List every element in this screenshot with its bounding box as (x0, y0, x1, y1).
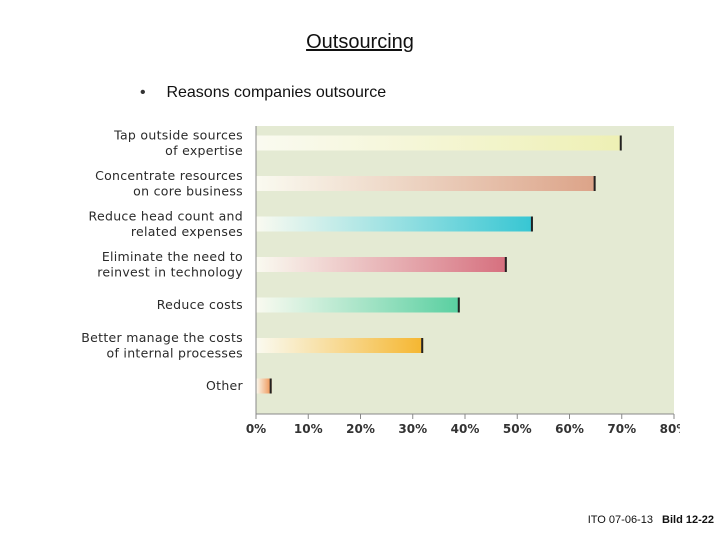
bar-end-cap (530, 216, 533, 232)
category-label: related expenses (131, 224, 243, 239)
footer: ITO 07-06-13 Bild 12-22 (588, 514, 714, 526)
bar-end-cap (421, 338, 424, 353)
category-label: Reduce head count and (89, 208, 243, 223)
x-tick-label: 0% (246, 422, 266, 436)
x-tick-label: 10% (294, 422, 323, 436)
category-label: Tap outside sources (113, 127, 243, 142)
x-tick-label: 50% (503, 422, 532, 436)
bar (256, 378, 272, 394)
x-tick-label: 60% (555, 422, 584, 436)
bar (256, 297, 460, 313)
category-label: Concentrate resources (95, 168, 243, 183)
category-label: of internal processes (107, 345, 244, 360)
bar (256, 135, 622, 151)
x-tick-label: 30% (398, 422, 427, 436)
category-label: Eliminate the need to (102, 249, 243, 264)
footer-reference: ITO 07-06-13 (587, 514, 653, 526)
x-tick-label: 70% (607, 422, 636, 436)
bar-end-cap (269, 378, 272, 394)
bar (256, 338, 424, 353)
footer-slide-number: Bild 12-22 (662, 514, 714, 526)
category-label: of expertise (165, 143, 243, 158)
category-label: Better manage the costs (81, 330, 243, 345)
bar (256, 176, 596, 191)
bar-end-cap (593, 176, 596, 191)
bullet-item: • Reasons companies outsource (140, 84, 386, 102)
bar-end-cap (504, 257, 507, 272)
bullet-icon: • (140, 84, 146, 101)
bar-end-cap (457, 297, 460, 313)
bar (256, 216, 533, 232)
category-label: Reduce costs (157, 297, 243, 312)
bullet-text: Reasons companies outsource (166, 84, 387, 101)
x-tick-label: 20% (346, 422, 375, 436)
category-label: Other (206, 378, 244, 393)
x-tick-label: 40% (451, 422, 480, 436)
slide-title: Outsourcing (306, 31, 414, 53)
bar-end-cap (619, 135, 622, 151)
x-tick-label: 80% (660, 422, 680, 436)
bar (256, 257, 507, 272)
category-label: reinvest in technology (97, 264, 243, 279)
category-label: on core business (133, 183, 243, 198)
